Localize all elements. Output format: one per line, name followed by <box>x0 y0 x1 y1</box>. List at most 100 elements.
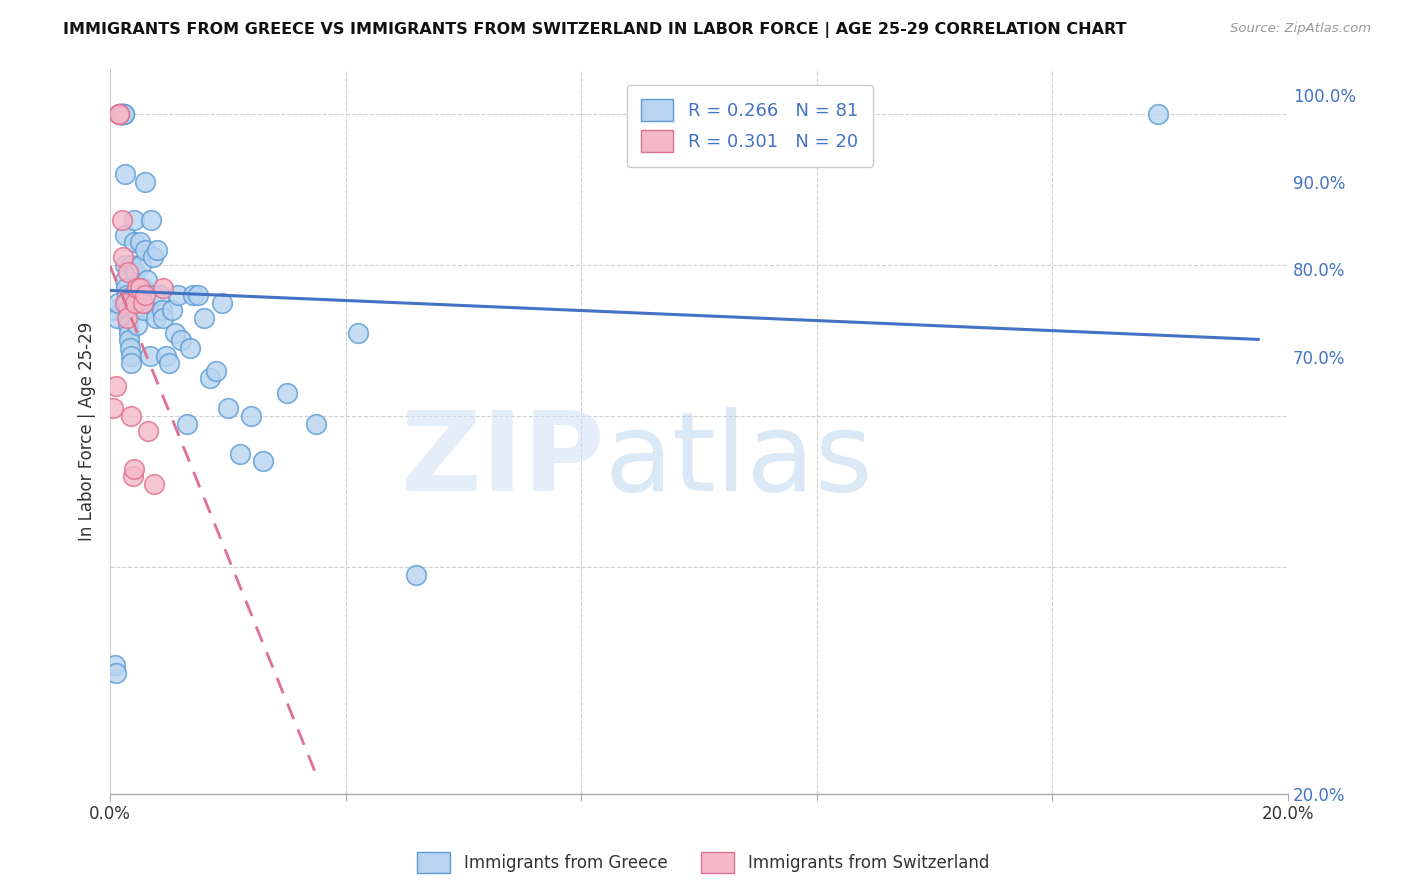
Text: ZIP: ZIP <box>402 407 605 514</box>
Point <box>131 295 153 310</box>
Point <box>107 295 129 310</box>
Point <box>120 409 142 423</box>
Point <box>112 251 135 265</box>
Point <box>134 175 156 189</box>
Point <box>157 356 180 370</box>
Point <box>120 258 142 272</box>
Point <box>120 349 142 363</box>
Point <box>160 303 183 318</box>
Point <box>118 334 141 348</box>
Point <box>111 107 134 121</box>
Legend: Immigrants from Greece, Immigrants from Switzerland: Immigrants from Greece, Immigrants from … <box>411 846 995 880</box>
Point <box>108 107 131 121</box>
Point <box>122 235 145 250</box>
Point <box>138 424 160 438</box>
Point <box>200 371 222 385</box>
Point <box>141 212 163 227</box>
Point <box>120 356 142 370</box>
Point <box>105 378 128 392</box>
Point <box>205 364 228 378</box>
Point <box>115 295 138 310</box>
Point <box>134 288 156 302</box>
Point <box>346 326 368 340</box>
Point <box>128 280 150 294</box>
Point <box>111 107 134 121</box>
Point <box>145 310 167 325</box>
Point <box>111 212 134 227</box>
Point <box>124 303 146 318</box>
Point <box>228 447 250 461</box>
Point <box>112 107 135 121</box>
Point <box>252 454 274 468</box>
Point <box>112 107 135 121</box>
Point <box>217 401 239 416</box>
Point <box>112 107 135 121</box>
Point <box>176 417 198 431</box>
Point <box>149 288 172 302</box>
Point <box>152 280 174 294</box>
Y-axis label: In Labor Force | Age 25-29: In Labor Force | Age 25-29 <box>79 321 96 541</box>
Point <box>134 303 156 318</box>
Point <box>105 310 128 325</box>
Point <box>167 288 190 302</box>
Point <box>114 258 136 272</box>
Point <box>150 303 173 318</box>
Point <box>139 349 162 363</box>
Point <box>108 107 131 121</box>
Point <box>129 258 152 272</box>
Point <box>112 107 135 121</box>
Point <box>142 251 165 265</box>
Point <box>117 310 139 325</box>
Point <box>121 295 143 310</box>
Text: IMMIGRANTS FROM GREECE VS IMMIGRANTS FROM SWITZERLAND IN LABOR FORCE | AGE 25-29: IMMIGRANTS FROM GREECE VS IMMIGRANTS FRO… <box>63 22 1126 38</box>
Point <box>121 288 143 302</box>
Point <box>105 665 128 680</box>
Point <box>163 326 186 340</box>
Point <box>134 243 156 257</box>
Point <box>110 107 132 121</box>
Point <box>122 212 145 227</box>
Legend: R = 0.266   N = 81, R = 0.301   N = 20: R = 0.266 N = 81, R = 0.301 N = 20 <box>627 85 873 167</box>
Point <box>143 288 166 302</box>
Point <box>146 243 169 257</box>
Point <box>115 310 138 325</box>
Point <box>101 303 124 318</box>
Point <box>179 341 201 355</box>
Point <box>108 107 131 121</box>
Point <box>125 280 148 294</box>
Point <box>131 280 153 294</box>
Point <box>143 477 166 491</box>
Point <box>155 349 177 363</box>
Point <box>118 341 141 355</box>
Point <box>135 273 157 287</box>
Point <box>117 265 139 279</box>
Point <box>128 235 150 250</box>
Point <box>187 288 209 302</box>
Point <box>122 462 145 476</box>
Point <box>193 310 215 325</box>
Point <box>276 386 298 401</box>
Point <box>114 227 136 242</box>
Point <box>127 288 149 302</box>
Point <box>108 107 131 121</box>
Point <box>305 417 328 431</box>
Point <box>111 107 134 121</box>
Point <box>152 310 174 325</box>
Point <box>115 280 138 294</box>
Text: Source: ZipAtlas.com: Source: ZipAtlas.com <box>1230 22 1371 36</box>
Point <box>118 326 141 340</box>
Point <box>405 567 427 582</box>
Point <box>110 107 132 121</box>
Point <box>1147 107 1170 121</box>
Point <box>114 273 136 287</box>
Point <box>114 295 136 310</box>
Point <box>170 334 193 348</box>
Point <box>181 288 204 302</box>
Point <box>124 265 146 279</box>
Text: atlas: atlas <box>605 407 873 514</box>
Point <box>114 167 136 181</box>
Point <box>138 295 160 310</box>
Point <box>104 658 127 673</box>
Point <box>117 303 139 318</box>
Point <box>101 401 124 416</box>
